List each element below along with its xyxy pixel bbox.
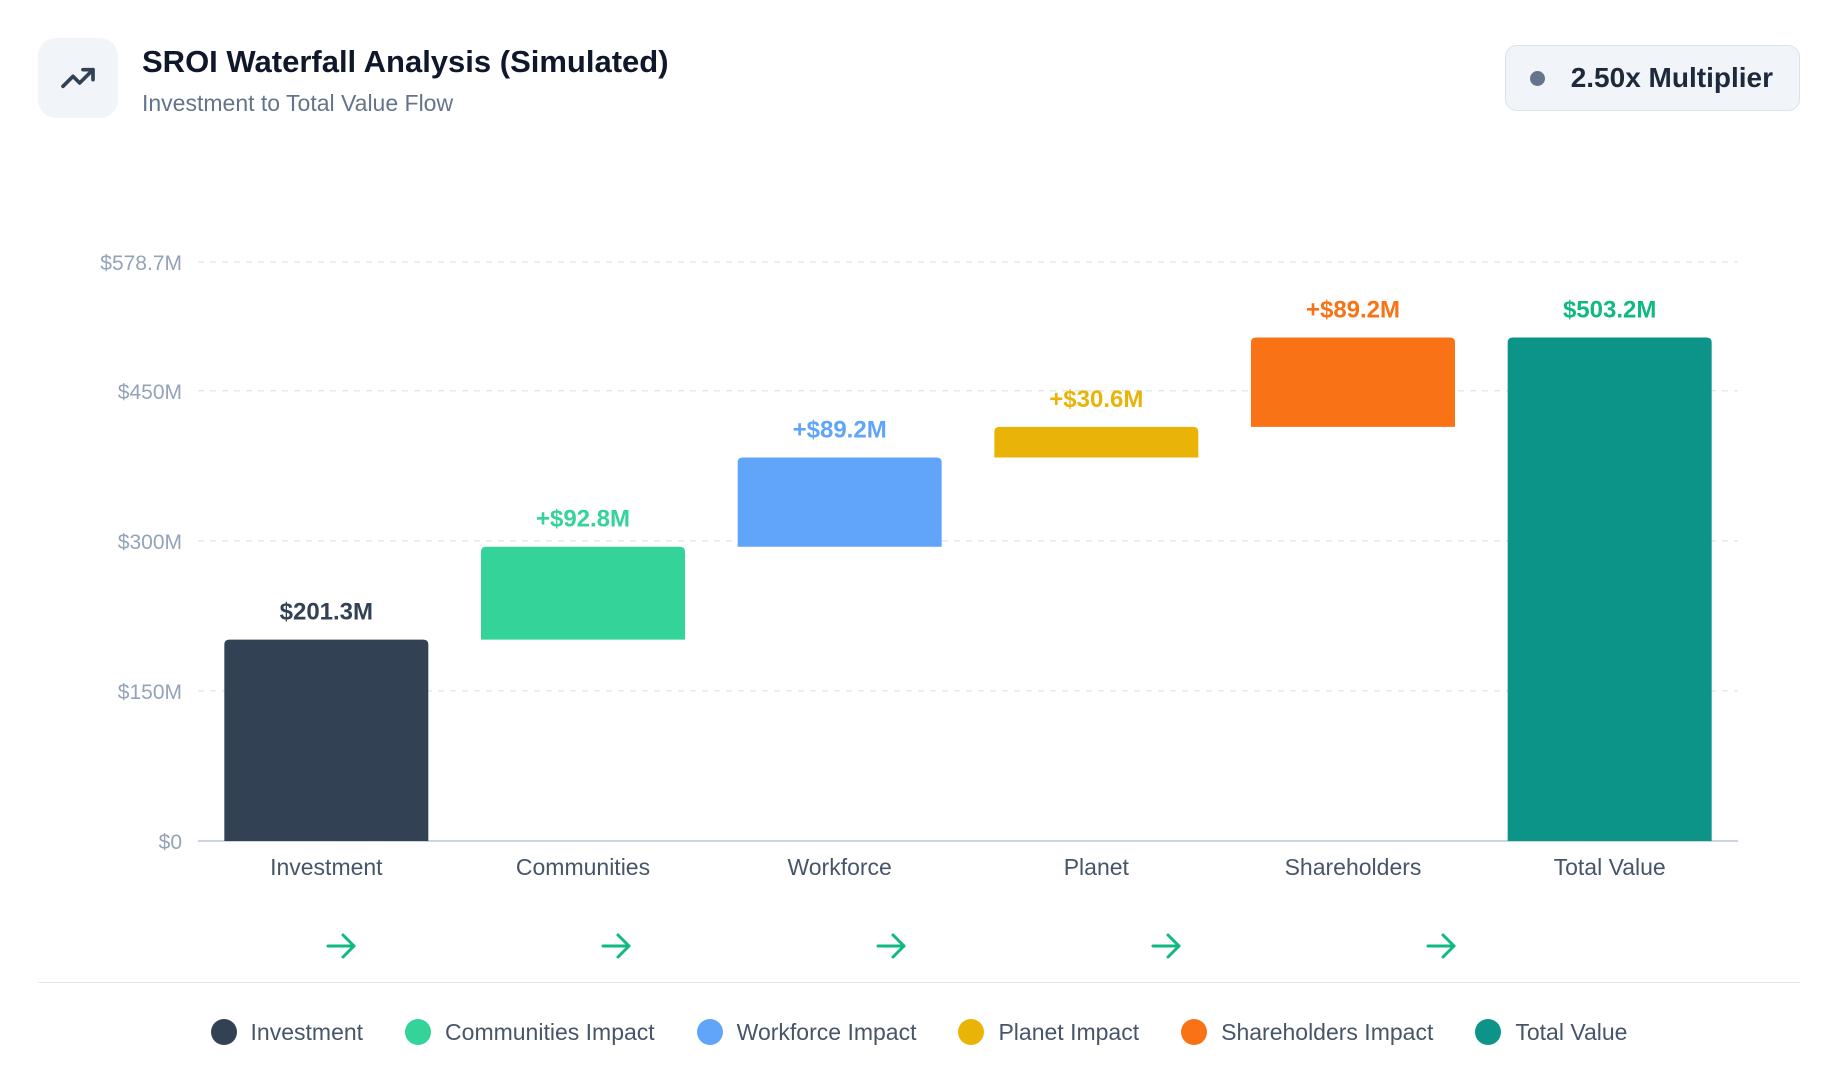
- chart-title: SROI Waterfall Analysis (Simulated): [142, 44, 669, 79]
- bar-workforce: [737, 457, 942, 547]
- data-label: +$89.2M: [1306, 297, 1400, 324]
- chart-subtitle: Investment to Total Value Flow: [142, 90, 454, 116]
- legend-swatch: [958, 1019, 985, 1045]
- legend-label: Communities Impact: [445, 1018, 655, 1045]
- y-tick-label: $300M: [118, 531, 182, 554]
- legend-label: Planet Impact: [998, 1018, 1140, 1045]
- legend-label: Investment: [250, 1018, 364, 1045]
- flow-arrow-icon: [601, 933, 631, 959]
- flow-arrow-icon: [1151, 933, 1181, 959]
- legend-swatch: [696, 1019, 723, 1045]
- status-dot-icon: [1529, 70, 1545, 86]
- x-tick-label: Total Value: [1554, 854, 1666, 880]
- legend-swatch: [210, 1019, 237, 1045]
- y-tick-label: $450M: [118, 381, 182, 404]
- x-tick-label: Planet: [1064, 854, 1130, 880]
- legend-item: Workforce Impact: [696, 1018, 917, 1046]
- chart-legend: Investment Communities Impact Workforce Im…: [0, 1014, 1838, 1050]
- legend-divider: [38, 982, 1800, 983]
- bar-investment: [224, 639, 429, 841]
- trending-up-icon: [38, 38, 118, 118]
- flow-arrow-icon: [876, 933, 906, 959]
- legend-item: Investment: [210, 1018, 364, 1046]
- legend-label: Shareholders Impact: [1221, 1018, 1434, 1045]
- x-tick-label: Communities: [516, 854, 650, 880]
- legend-swatch: [405, 1019, 432, 1045]
- legend-item: Planet Impact: [958, 1019, 1139, 1046]
- legend-item: Shareholders Impact: [1181, 1019, 1433, 1046]
- data-label: +$92.8M: [536, 506, 630, 533]
- x-tick-label: Investment: [270, 854, 383, 880]
- data-label: $503.2M: [1563, 297, 1656, 324]
- x-tick-label: Workforce: [787, 854, 891, 880]
- x-tick-label: Shareholders: [1285, 854, 1422, 880]
- data-label: $201.3M: [280, 599, 373, 626]
- y-tick-label: $150M: [118, 681, 182, 704]
- y-tick-label: $0: [159, 831, 182, 854]
- bar-shareholders: [1251, 337, 1455, 427]
- multiplier-badge: 2.50x Multiplier: [1504, 45, 1800, 111]
- multiplier-label: 2.50x Multiplier: [1570, 62, 1773, 93]
- bar-communities: [481, 546, 685, 640]
- legend-swatch: [1475, 1019, 1502, 1045]
- waterfall-chart: $0 $150M $300M $450M $578.7M $201.3M Investmen…: [100, 252, 1738, 959]
- data-label: +$89.2M: [793, 417, 887, 444]
- y-tick-label: $578.7M: [100, 252, 182, 275]
- chart-header: SROI Waterfall Analysis (Simulated) Inve…: [38, 38, 1800, 118]
- legend-label: Total Value: [1515, 1018, 1628, 1045]
- flow-arrow-icon: [1426, 933, 1456, 959]
- bar-total-value: [1507, 337, 1712, 841]
- legend-label: Workforce Impact: [736, 1018, 917, 1045]
- legend-item: Total Value: [1475, 1019, 1627, 1046]
- bar-planet: [994, 426, 1199, 458]
- legend-swatch: [1181, 1019, 1208, 1045]
- flow-arrow-icon: [326, 933, 356, 959]
- data-label: +$30.6M: [1049, 386, 1143, 413]
- legend-item: Communities Impact: [405, 1019, 655, 1046]
